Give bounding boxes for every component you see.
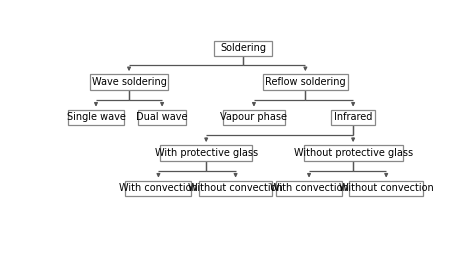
FancyBboxPatch shape [349,180,423,196]
Text: Dual wave: Dual wave [137,112,188,122]
Text: Reflow soldering: Reflow soldering [265,77,346,87]
Text: Without convection: Without convection [339,183,434,194]
FancyBboxPatch shape [213,41,272,56]
FancyBboxPatch shape [331,110,375,125]
FancyBboxPatch shape [276,180,342,196]
FancyBboxPatch shape [199,180,272,196]
FancyBboxPatch shape [68,110,124,125]
FancyBboxPatch shape [160,145,252,161]
FancyBboxPatch shape [263,74,347,90]
Text: Soldering: Soldering [220,44,266,54]
Text: Without convection: Without convection [188,183,283,194]
Text: Vapour phase: Vapour phase [220,112,287,122]
FancyBboxPatch shape [91,74,168,90]
Text: With convection: With convection [119,183,198,194]
FancyBboxPatch shape [303,145,403,161]
FancyBboxPatch shape [223,110,285,125]
Text: Single wave: Single wave [66,112,126,122]
Text: With convection: With convection [270,183,348,194]
Text: Wave soldering: Wave soldering [91,77,166,87]
Text: With protective glass: With protective glass [155,148,258,158]
FancyBboxPatch shape [125,180,191,196]
Text: Infrared: Infrared [334,112,372,122]
FancyBboxPatch shape [138,110,186,125]
Text: Without protective glass: Without protective glass [293,148,413,158]
